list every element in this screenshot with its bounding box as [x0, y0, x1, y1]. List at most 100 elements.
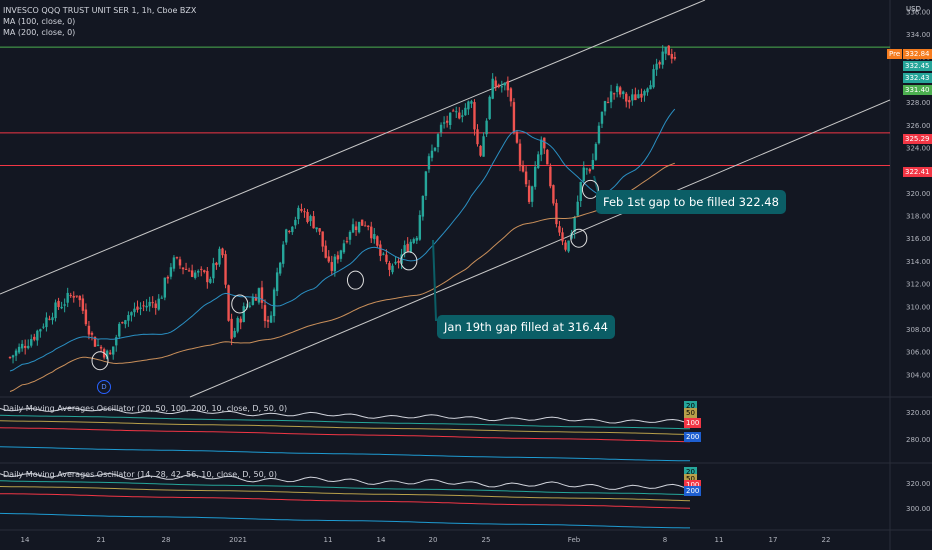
- candle-body: [193, 272, 197, 278]
- osc1-tick-1: 320.00: [906, 409, 931, 417]
- candle-body: [163, 277, 167, 298]
- x-tick-label: 14: [377, 536, 386, 544]
- candle-body: [540, 139, 543, 155]
- candle-body: [543, 137, 546, 149]
- oscillator-pane-1[interactable]: [0, 407, 691, 462]
- candle-body: [376, 236, 379, 246]
- candle-body: [342, 243, 346, 253]
- symbol-legend[interactable]: INVESCO QQQ TRUST UNIT SER 1, 1h, Cboe B…: [3, 5, 196, 38]
- candle-body: [266, 319, 270, 322]
- y-tick-label: 336.00: [906, 8, 931, 16]
- candle-body: [579, 181, 582, 201]
- oscillator-line: [0, 446, 691, 462]
- candle-body: [521, 165, 525, 172]
- candle-body: [622, 91, 625, 95]
- x-tick-label: 14: [21, 536, 30, 544]
- candle-body: [206, 271, 209, 283]
- x-tick-label: 22: [822, 536, 831, 544]
- candle-body: [236, 318, 239, 332]
- candle-body: [476, 129, 479, 145]
- candle-body: [442, 122, 446, 124]
- candle-body: [133, 308, 136, 313]
- candle-body: [500, 86, 503, 88]
- candle-body: [370, 226, 373, 239]
- candle-body: [415, 237, 418, 241]
- candle-body: [148, 301, 151, 307]
- oscillator-line: [0, 407, 691, 424]
- candle-body: [658, 62, 661, 65]
- candle-body: [421, 195, 425, 217]
- candle-body: [209, 278, 212, 283]
- candle-body: [615, 86, 619, 92]
- candle-body: [439, 124, 443, 133]
- candle-body: [288, 231, 291, 233]
- x-tick-label: 20: [429, 536, 438, 544]
- candle-body: [537, 154, 540, 168]
- candle-body: [124, 320, 127, 325]
- highlight-circle: [91, 351, 109, 371]
- candle-body: [157, 298, 160, 310]
- candle-body: [221, 248, 224, 256]
- candle-body: [436, 134, 440, 147]
- candle-body: [309, 215, 312, 222]
- candle-body: [634, 94, 637, 101]
- highlight-circle: [231, 294, 249, 314]
- candle-body: [637, 94, 640, 99]
- candle-body: [51, 317, 54, 321]
- last-price-tag: 332.45: [903, 61, 932, 71]
- ma-level-tag: 331.40: [903, 85, 932, 95]
- currency-label: USD: [906, 5, 921, 13]
- candle-body: [145, 305, 148, 308]
- candle-body: [269, 315, 273, 323]
- candle-body: [664, 46, 667, 54]
- y-tick-label: 328.00: [906, 99, 931, 107]
- candle-body: [154, 303, 157, 309]
- candle-body: [187, 270, 191, 272]
- candle-body: [582, 167, 585, 181]
- y-tick-label: 320.00: [906, 190, 931, 198]
- x-tick-label: 17: [769, 536, 778, 544]
- candle-body: [175, 257, 179, 259]
- candle-body: [272, 289, 276, 317]
- candle-body: [336, 255, 340, 260]
- candle-body: [66, 292, 69, 303]
- oscillator-pane-2[interactable]: [0, 471, 691, 529]
- candle-body: [233, 330, 236, 338]
- candle-body: [136, 306, 139, 310]
- osc2-label-200: 200: [684, 486, 702, 496]
- candle-body: [324, 245, 327, 258]
- osc2-tick-1: 320.00: [906, 480, 931, 488]
- candle-body: [291, 226, 294, 233]
- candle-body: [357, 221, 361, 233]
- candle-body: [561, 232, 564, 242]
- candle-body: [485, 120, 488, 135]
- candle-body: [81, 298, 85, 311]
- candle-body: [254, 296, 258, 301]
- candle-body: [181, 267, 185, 270]
- candle-body: [215, 262, 218, 266]
- candle-body: [93, 336, 97, 347]
- candle-body: [555, 202, 558, 225]
- candle-body: [418, 215, 422, 240]
- candle-body: [57, 300, 60, 308]
- ma200-line: [9, 162, 675, 392]
- candle-body: [115, 337, 118, 346]
- candle-body: [11, 355, 15, 358]
- candle-body: [75, 295, 78, 297]
- candle-body: [618, 87, 622, 95]
- candle-body: [345, 241, 349, 243]
- candle-body: [306, 211, 309, 222]
- candle-body: [367, 225, 370, 227]
- dividend-marker[interactable]: D: [97, 380, 111, 394]
- candle-body: [552, 185, 555, 204]
- main-price-pane[interactable]: [0, 0, 891, 398]
- candle-body: [275, 272, 279, 292]
- y-tick-label: 334.00: [906, 31, 931, 39]
- candle-body: [339, 250, 343, 259]
- y-tick-label: 326.00: [906, 122, 931, 130]
- x-tick-label: 21: [97, 536, 106, 544]
- ma200-legend: MA (200, close, 0): [3, 28, 76, 37]
- candle-body: [482, 136, 485, 157]
